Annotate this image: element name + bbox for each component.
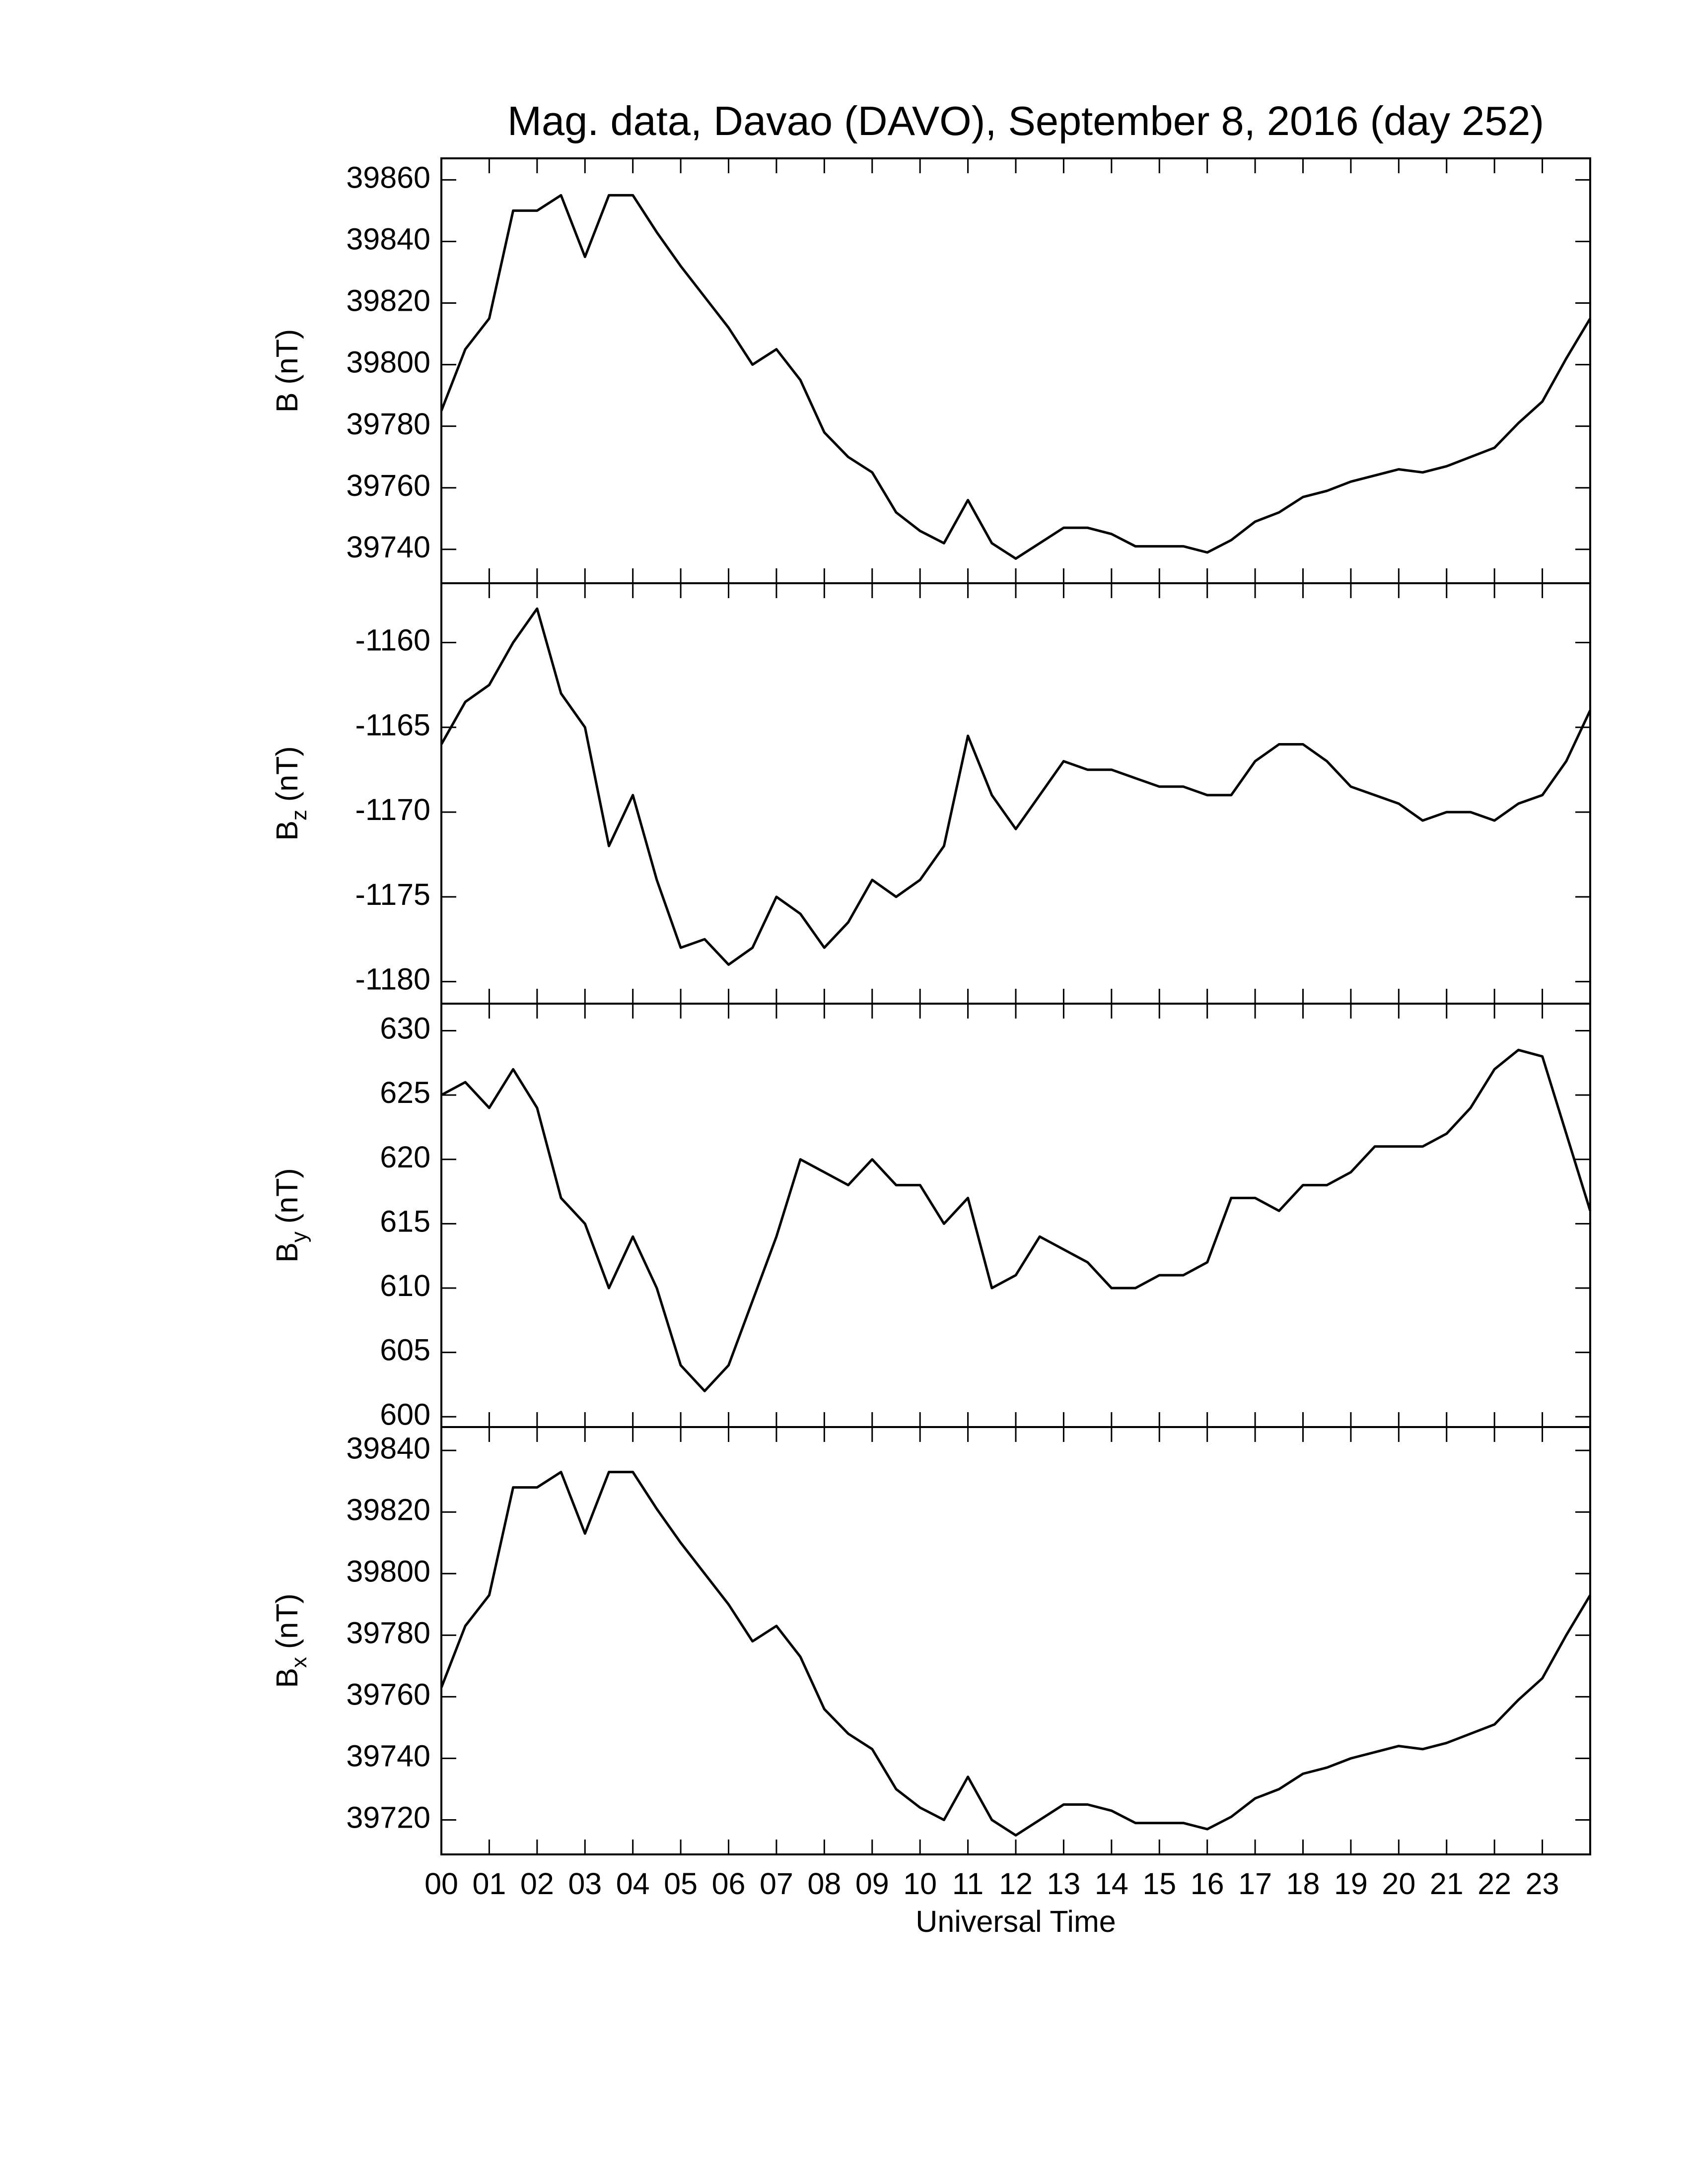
x-tick-label: 05: [664, 1867, 698, 1901]
data-line: [440, 607, 1592, 966]
y-axis-label-main: B: [270, 1668, 304, 1688]
x-tick-label: 16: [1191, 1867, 1224, 1901]
y-tick-label: 605: [380, 1333, 430, 1367]
y-tick-label: 625: [380, 1076, 430, 1109]
y-tick-label: 39820: [346, 1493, 430, 1526]
y-axis-label-main: B: [270, 820, 304, 841]
x-tick-label: 02: [520, 1867, 554, 1901]
y-axis-label-main: B: [270, 1242, 304, 1263]
y-tick-label: 630: [380, 1012, 430, 1045]
x-tick-label: 09: [855, 1867, 889, 1901]
y-axis-label: Bz (nT): [270, 746, 311, 841]
x-axis-label: Universal Time: [915, 1905, 1116, 1938]
x-tick-label: 20: [1382, 1867, 1415, 1901]
y-tick-label: 39740: [346, 1739, 430, 1773]
y-tick-label: 39800: [346, 1554, 430, 1588]
y-tick-label: 39840: [346, 1431, 430, 1465]
x-tick-label: 19: [1334, 1867, 1368, 1901]
x-tick-label: 15: [1142, 1867, 1176, 1901]
y-axis-label: By (nT): [270, 1168, 311, 1263]
y-tick-label: -1160: [355, 623, 431, 657]
x-tick-label: 18: [1286, 1867, 1320, 1901]
x-tick-label: 17: [1238, 1867, 1272, 1901]
x-tick-label: 11: [952, 1867, 984, 1901]
y-axis-label-unit: (nT): [270, 1593, 304, 1649]
y-tick-label: 610: [380, 1269, 430, 1302]
y-tick-label: -1165: [355, 708, 431, 742]
x-tick-label: 06: [712, 1867, 746, 1901]
y-tick-label: 39800: [346, 345, 430, 379]
x-tick-label: 22: [1477, 1867, 1511, 1901]
y-tick-label: 615: [380, 1204, 430, 1238]
y-tick-label: 620: [380, 1140, 430, 1174]
x-tick-label: 00: [424, 1867, 458, 1901]
y-tick-label: 39760: [346, 469, 430, 502]
x-tick-label: 01: [472, 1867, 506, 1901]
data-line: [440, 1471, 1592, 1837]
y-axis-label: Bx (nT): [270, 1593, 311, 1688]
y-axis-label-sub: z: [287, 810, 311, 820]
data-line: [440, 1048, 1592, 1392]
x-tick-label: 10: [903, 1867, 937, 1901]
y-tick-label: 39720: [346, 1801, 430, 1835]
y-axis-label-unit: (nT): [270, 1168, 304, 1224]
y-tick-label: 39860: [346, 161, 430, 195]
y-tick-label: -1175: [355, 878, 431, 911]
y-tick-label: -1180: [355, 962, 431, 996]
y-tick-label: 39780: [346, 407, 430, 441]
x-tick-label: 21: [1430, 1867, 1464, 1901]
x-tick-label: 23: [1526, 1867, 1559, 1901]
y-tick-label: 39820: [346, 284, 430, 318]
y-tick-label: -1170: [355, 793, 431, 826]
y-axis-label-unit: (nT): [270, 329, 304, 385]
y-tick-label: 39840: [346, 222, 430, 256]
data-line: [440, 194, 1592, 560]
plot-frame: [440, 1426, 1591, 1855]
y-axis-label-main: B: [270, 393, 304, 413]
y-tick-label: 39780: [346, 1616, 430, 1649]
y-axis-label: B (nT): [270, 329, 304, 413]
y-tick-label: 39760: [346, 1678, 430, 1711]
x-tick-label: 03: [568, 1867, 602, 1901]
x-tick-label: 14: [1095, 1867, 1128, 1901]
x-tick-label: 08: [807, 1867, 841, 1901]
x-tick-label: 04: [616, 1867, 650, 1901]
y-tick-label: 39740: [346, 530, 430, 564]
y-axis-label-sub: x: [287, 1657, 311, 1668]
chart-title: Mag. data, Davao (DAVO), September 8, 20…: [507, 98, 1544, 144]
x-tick-label: 13: [1047, 1867, 1080, 1901]
y-axis-label-unit: (nT): [270, 746, 304, 802]
y-axis-label-sub: y: [287, 1231, 311, 1242]
y-tick-label: 600: [380, 1397, 430, 1431]
x-tick-label: 07: [760, 1867, 793, 1901]
x-tick-label: 12: [999, 1867, 1033, 1901]
